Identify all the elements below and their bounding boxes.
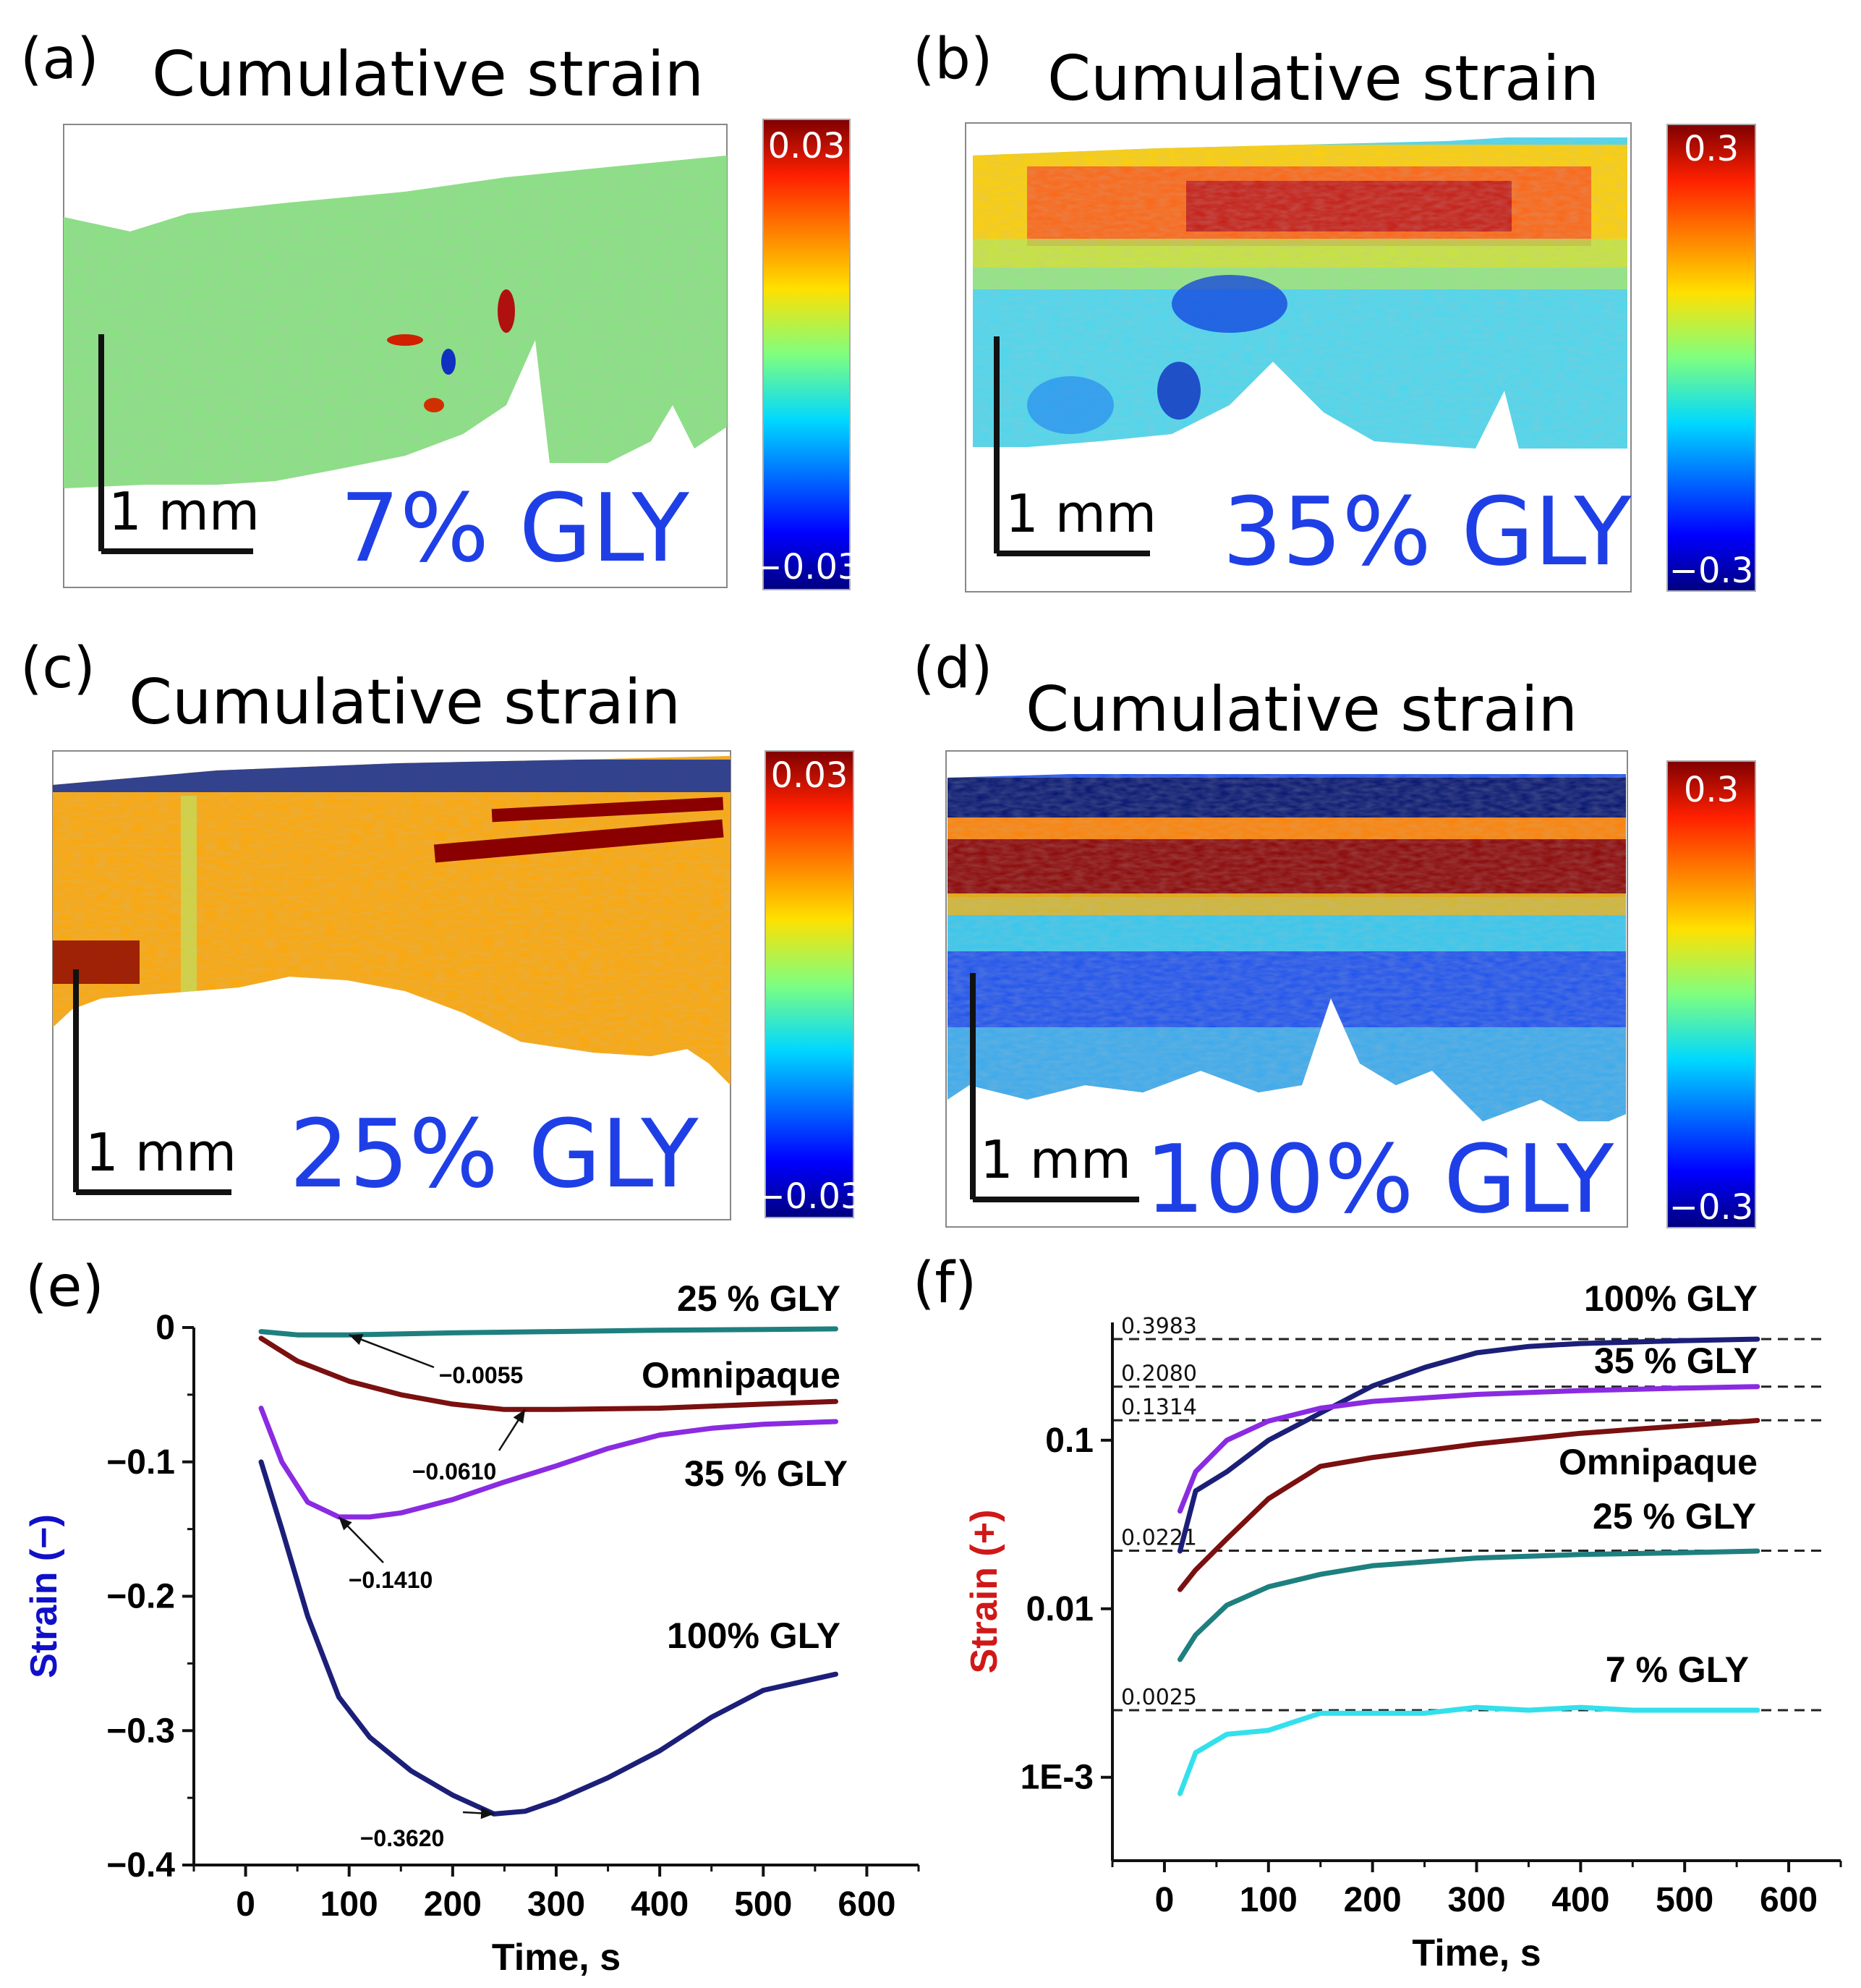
strain-map: [973, 137, 1627, 449]
x-tick-label: 300: [1447, 1881, 1505, 1919]
x-tick-label: 100: [1240, 1881, 1298, 1919]
panel-d: (d) Cumulative strain 1 mm 100% GLY 0.3 …: [913, 636, 1756, 1234]
y-axis-title: Strain (−): [23, 1514, 65, 1678]
concentration-label: 35% GLY: [1222, 477, 1632, 587]
reference-label: 0.2080: [1121, 1362, 1197, 1387]
colorbar-min: −0.3: [1669, 551, 1754, 591]
series-label: 100% GLY: [1584, 1278, 1758, 1319]
series-line: [1178, 1548, 1760, 1662]
series-label: 25 % GLY: [1593, 1496, 1756, 1537]
series-line: [1178, 1336, 1760, 1554]
scale-label: 1 mm: [980, 1129, 1131, 1190]
panel-title: Cumulative strain: [152, 38, 704, 111]
strain-map: [947, 774, 1626, 1121]
y-tick-label: 0.1: [1045, 1422, 1094, 1460]
concentration-label: 25% GLY: [289, 1099, 699, 1209]
annotation-label: −0.1410: [349, 1567, 433, 1593]
annotation-label: −0.3620: [360, 1825, 445, 1851]
x-tick-label: 200: [1344, 1881, 1402, 1919]
series-line: [258, 1326, 838, 1338]
panel-a: (a) Cumulative strain 1 mm 7% GLY 0.03 −…: [20, 27, 860, 590]
colorbar: [762, 119, 851, 590]
y-axis-title: Strain (+): [963, 1510, 1005, 1674]
annotation-arrowhead: [338, 1516, 352, 1531]
annotation-arrowhead: [513, 1409, 526, 1424]
y-tick-label: 0.01: [1026, 1590, 1094, 1628]
panel-letter: (a): [20, 27, 99, 92]
y-tick-label: 1E-3: [1021, 1759, 1094, 1797]
concentration-label: 7% GLY: [340, 473, 689, 583]
panel-b: (b) Cumulative strain 1 mm 35% GLY 0.3 −…: [913, 27, 1756, 592]
colorbar-min: −0.3: [1669, 1187, 1754, 1228]
colorbar-max: 0.03: [768, 126, 846, 166]
series-line: [258, 1406, 838, 1520]
panel-e: (e) 0 100 200 300 400 500 600 0 −0.1 −0.2 −0.3 −0.4…: [23, 1254, 920, 1979]
series-label: 35 % GLY: [1594, 1341, 1758, 1381]
scale-label: 1 mm: [85, 1122, 237, 1183]
panel-letter: (f): [913, 1251, 976, 1316]
annotation-label: −0.0055: [439, 1362, 524, 1388]
x-tick-label: 0: [236, 1885, 255, 1924]
y-tick-label: −0.3: [106, 1712, 175, 1750]
series-label: 7 % GLY: [1606, 1649, 1749, 1690]
y-tick-label: 0: [156, 1309, 175, 1347]
colorbar-min: −0.03: [753, 547, 859, 587]
x-tick-label: 600: [1760, 1881, 1818, 1919]
x-tick-label: 300: [527, 1885, 585, 1924]
x-tick-label: 500: [1656, 1881, 1713, 1919]
concentration-label: 100% GLY: [1145, 1124, 1614, 1234]
colorbar-min: −0.03: [756, 1176, 862, 1217]
scale-label: 1 mm: [1005, 483, 1157, 544]
panel-letter: (d): [913, 636, 992, 701]
colorbar: [1666, 124, 1756, 592]
series-label: 35 % GLY: [684, 1453, 848, 1494]
series-line: [1178, 1418, 1760, 1592]
annotation-arrowhead: [480, 1807, 495, 1819]
colorbar-max: 0.3: [1684, 770, 1739, 810]
annotation-arrow: [349, 1334, 435, 1369]
reference-label: 0.3983: [1121, 1314, 1197, 1339]
panel-title: Cumulative strain: [1026, 674, 1577, 746]
chart-e: 0 100 200 300 400 500 600 0 −0.1 −0.2 −0.3 −0.4 Time…: [23, 1278, 920, 1979]
annotation-label: −0.0610: [412, 1458, 497, 1484]
series-line: [1178, 1384, 1760, 1514]
y-tick-label: −0.4: [106, 1846, 175, 1885]
colorbar: [1666, 760, 1756, 1228]
x-tick-label: 0: [1155, 1881, 1175, 1919]
panel-c: (c) Cumulative strain 1 mm 25% GLY 0.03 …: [20, 636, 863, 1220]
reference-label: 0.0025: [1121, 1685, 1197, 1710]
x-tick-label: 500: [734, 1885, 792, 1924]
x-axis-title: Time, s: [1412, 1932, 1541, 1974]
reference-label: 0.1314: [1121, 1395, 1197, 1420]
colorbar: [765, 750, 854, 1218]
x-tick-label: 400: [1551, 1881, 1609, 1919]
panel-title: Cumulative strain: [129, 666, 681, 739]
x-axis-title: Time, s: [492, 1937, 621, 1979]
x-tick-label: 400: [631, 1885, 689, 1924]
colorbar-max: 0.3: [1684, 129, 1739, 169]
x-tick-label: 600: [838, 1885, 895, 1924]
series-label: 25 % GLY: [677, 1278, 840, 1319]
scale-label: 1 mm: [108, 481, 260, 542]
y-tick-label: −0.1: [106, 1443, 175, 1482]
panel-letter: (b): [913, 27, 992, 92]
colorbar-max: 0.03: [771, 755, 848, 796]
series-line: [258, 1335, 838, 1412]
series-line: [1178, 1704, 1760, 1796]
series-label: 100% GLY: [667, 1615, 840, 1656]
x-tick-label: 100: [320, 1885, 378, 1924]
panel-title: Cumulative strain: [1047, 43, 1599, 115]
series-label: Omnipaque: [642, 1355, 840, 1396]
panel-letter: (e): [25, 1254, 104, 1320]
annotation-arrowhead: [349, 1334, 364, 1346]
series-label: Omnipaque: [1559, 1442, 1758, 1482]
panel-letter: (c): [20, 636, 95, 701]
x-tick-label: 200: [424, 1885, 482, 1924]
y-tick-label: −0.2: [106, 1578, 175, 1616]
